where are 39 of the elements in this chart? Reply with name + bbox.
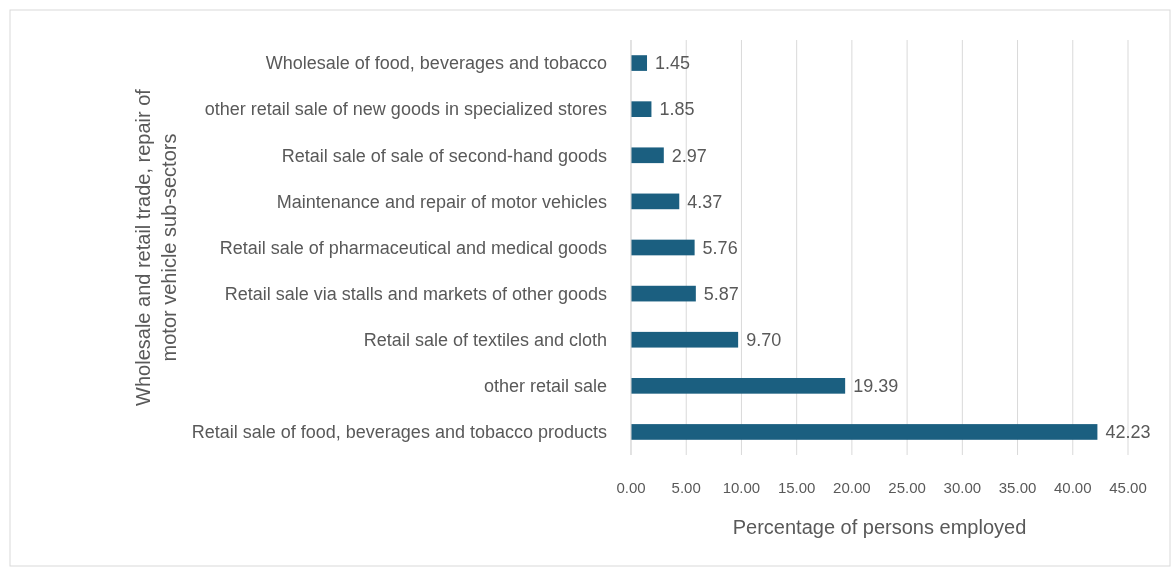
y-tick-label: other retail sale — [483, 376, 607, 397]
bar — [631, 147, 664, 164]
data-label: 4.37 — [687, 191, 723, 212]
x-tick-label: 5.00 — [671, 479, 701, 496]
data-label: 42.23 — [1105, 422, 1151, 443]
x-tick-label: 15.00 — [777, 479, 816, 496]
y-tick-label: Retail sale of sale of second-hand goods — [281, 145, 607, 166]
x-tick-label: 35.00 — [998, 479, 1037, 496]
data-label: 5.87 — [703, 283, 739, 304]
x-tick-label: 30.00 — [943, 479, 982, 496]
y-tick-label: other retail sale of new goods in specialized stores — [204, 99, 607, 120]
bar — [631, 101, 652, 118]
x-tick-label: 25.00 — [888, 479, 926, 496]
y-tick-label: Retail sale of textiles and cloth — [363, 330, 607, 351]
y-tick-label: Retail sale of pharmaceutical and medical goods — [219, 237, 607, 258]
x-tick-label: 0.00 — [616, 479, 646, 496]
y-axis-title: Wholesale and retail trade, repair of motor vehicle sub-sectors — [132, 88, 180, 406]
data-label: 19.39 — [853, 376, 899, 397]
bar — [631, 424, 1098, 440]
x-axis-title: Percentage of persons employed — [732, 516, 1027, 538]
bar — [631, 377, 846, 394]
bar — [631, 285, 696, 302]
y-tick-label: Maintenance and repair of motor vehicles — [276, 191, 607, 212]
bar — [631, 331, 739, 348]
x-tick-label: 10.00 — [722, 479, 761, 496]
bar — [631, 55, 648, 71]
bar — [631, 193, 680, 210]
data-label: 1.45 — [655, 53, 691, 74]
data-label: 2.97 — [671, 145, 707, 166]
x-tick-label: 45.00 — [1109, 479, 1147, 496]
x-tick-label: 20.00 — [833, 479, 871, 496]
data-label: 5.76 — [702, 237, 738, 258]
data-label: 9.70 — [746, 330, 782, 351]
y-tick-label: Retail sale via stalls and markets of other goods — [224, 283, 607, 304]
x-tick-label: 40.00 — [1054, 479, 1092, 496]
y-tick-label: Wholesale of food, beverages and tobacco — [265, 53, 607, 74]
bar — [631, 239, 695, 256]
data-label: 1.85 — [659, 99, 695, 120]
y-tick-label: Retail sale of food, beverages and tobacco products — [191, 422, 607, 443]
